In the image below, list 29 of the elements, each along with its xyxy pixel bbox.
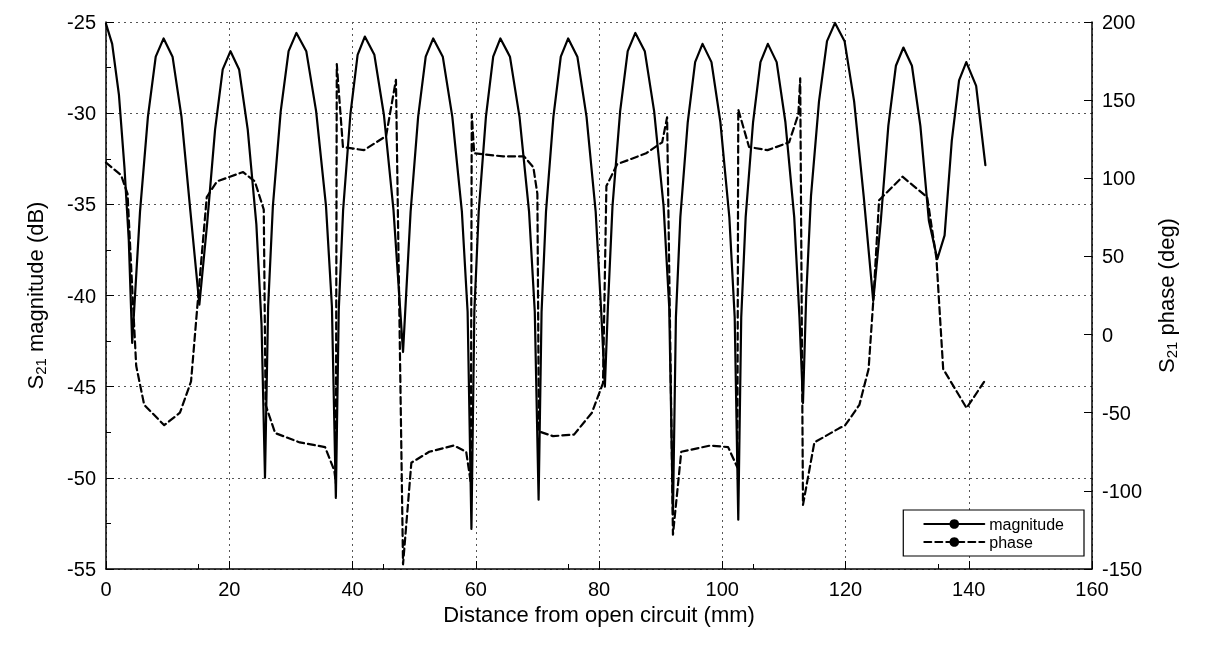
x-tick-label: 120 <box>828 578 863 600</box>
x-tick-label: 140 <box>952 578 986 600</box>
y-tick-label: -35 <box>67 193 96 216</box>
y2-tick-label: 0 <box>1102 323 1114 346</box>
y-tick-label: -30 <box>67 102 96 125</box>
legend-label: magnitude <box>989 515 1065 533</box>
x-tick-label: 20 <box>218 578 241 600</box>
y2-tick-label: 200 <box>1102 11 1136 33</box>
x-tick-label: 100 <box>705 578 739 600</box>
y-tick-label: -25 <box>67 11 96 33</box>
x-tick-label: 40 <box>341 578 364 600</box>
y2-tick-label: 150 <box>1102 89 1136 112</box>
y-tick-label: -55 <box>67 558 96 580</box>
y2-tick-label: -50 <box>1102 401 1131 424</box>
y-tick-label: -45 <box>67 375 96 398</box>
y-tick-label: -40 <box>67 284 96 307</box>
y2-tick-label: -100 <box>1102 479 1143 502</box>
x-tick-label: 160 <box>1075 578 1109 600</box>
y2-tick-label: -150 <box>1102 558 1143 580</box>
legend-label: phase <box>989 533 1033 551</box>
y2-tick-label: 100 <box>1102 167 1136 190</box>
x-tick-label: 60 <box>464 578 487 600</box>
y-tick-label: -50 <box>67 466 96 489</box>
x-tick-label: 0 <box>100 578 112 600</box>
x-axis-title: Distance from open circuit (mm) <box>443 602 755 628</box>
y2-tick-label: 50 <box>1102 245 1125 268</box>
x-tick-label: 80 <box>587 578 611 600</box>
y-axis-title: S21 magnitude (dB) <box>23 201 49 390</box>
y2-axis-title: S21 phase (deg) <box>1154 218 1180 373</box>
